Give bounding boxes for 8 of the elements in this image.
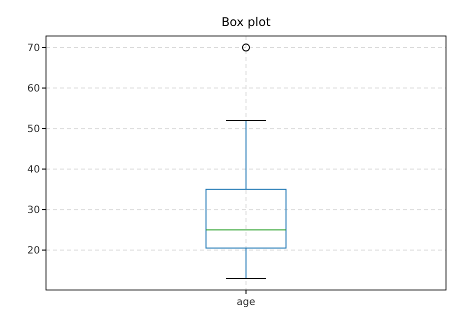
chart-title: Box plot <box>221 15 271 29</box>
y-tick-label: 30 <box>27 205 40 216</box>
y-tick-label: 50 <box>27 124 40 136</box>
x-tick-label: age <box>236 297 256 308</box>
y-tick-label: 20 <box>27 246 40 257</box>
y-tick-label: 40 <box>27 164 40 176</box>
y-tick-label: 70 <box>27 43 40 54</box>
y-tick-label: 60 <box>27 84 40 95</box>
